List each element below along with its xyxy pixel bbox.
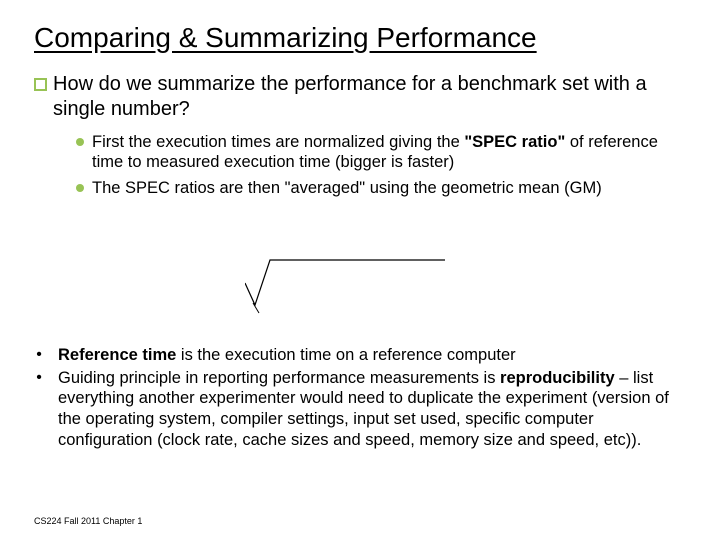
lower-text-1: Reference time is the execution time on … (58, 345, 516, 366)
list-item: The SPEC ratios are then "averaged" usin… (76, 178, 686, 198)
list-item: • Reference time is the execution time o… (34, 345, 686, 366)
lower-bullet-list: • Reference time is the execution time o… (34, 345, 686, 452)
list-item: • Guiding principle in reporting perform… (34, 368, 686, 451)
question-text: How do we summarize the performance for … (53, 72, 686, 122)
lower1-b: is the execution time on a reference com… (176, 346, 515, 364)
disc-bullet-icon: • (34, 368, 44, 388)
lower1-a: Reference time (58, 346, 176, 364)
square-bullet-icon (34, 78, 47, 91)
radical-icon (245, 255, 445, 315)
list-item: First the execution times are normalized… (76, 132, 686, 172)
dot-bullet-icon (76, 184, 84, 192)
question-lead: How (53, 73, 93, 95)
disc-bullet-icon: • (34, 345, 44, 365)
slide-title: Comparing & Summarizing Performance (34, 22, 686, 54)
sub-text-2: The SPEC ratios are then "averaged" usin… (92, 178, 602, 198)
lower2-a: Guiding principle in reporting performan… (58, 369, 500, 387)
lower-text-2: Guiding principle in reporting performan… (58, 368, 686, 451)
sub1-a: First the execution times are normalized… (92, 133, 464, 151)
slide: Comparing & Summarizing Performance How … (0, 0, 720, 540)
dot-bullet-icon (76, 138, 84, 146)
question-block: How do we summarize the performance for … (34, 72, 686, 122)
sub-text-1: First the execution times are normalized… (92, 132, 686, 172)
sub1-b: "SPEC ratio" (464, 133, 565, 151)
sub-bullet-list: First the execution times are normalized… (76, 132, 686, 198)
slide-footer: CS224 Fall 2011 Chapter 1 (34, 516, 142, 526)
question-rest: do we summarize the performance for a be… (53, 73, 647, 120)
lower2-b: reproducibility (500, 369, 615, 387)
